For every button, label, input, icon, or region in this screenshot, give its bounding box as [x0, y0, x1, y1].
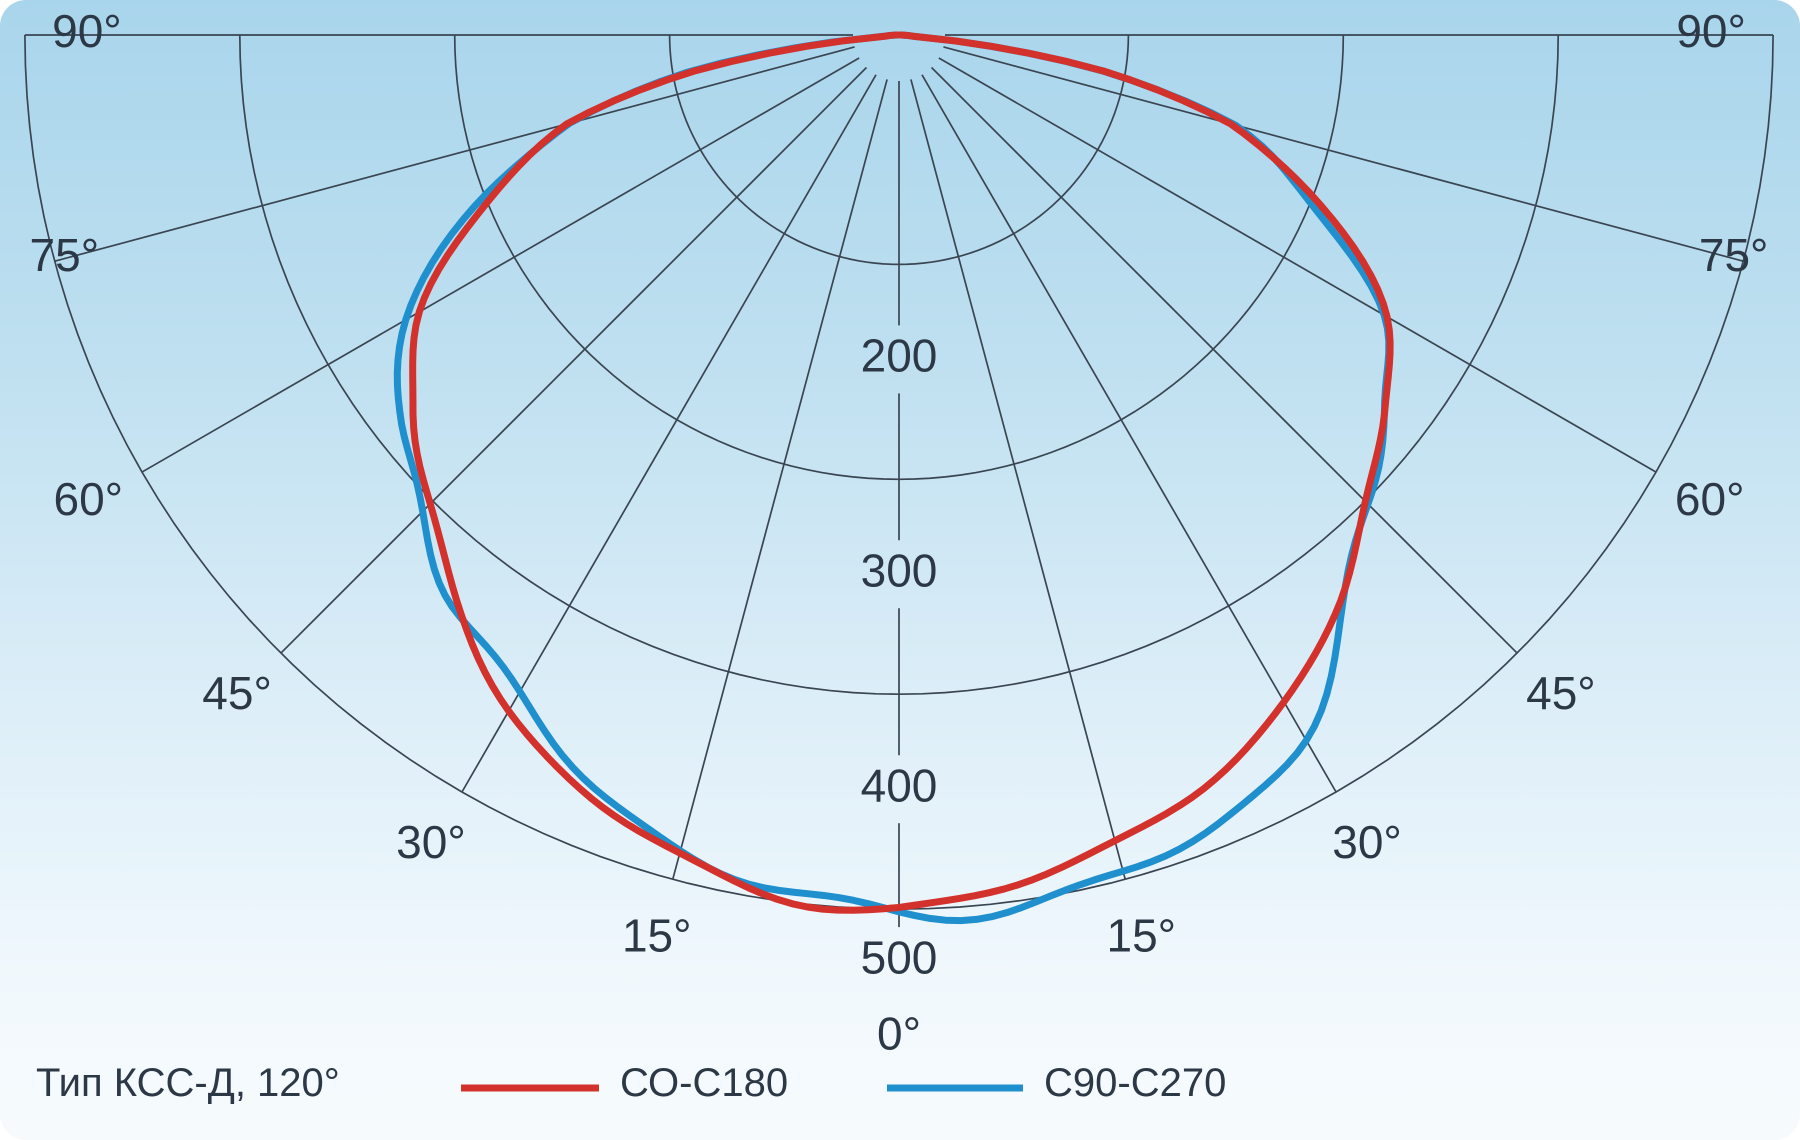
svg-text:500: 500 [861, 931, 938, 983]
svg-text:Тип КСС-Д, 120°: Тип КСС-Д, 120° [36, 1061, 340, 1105]
svg-text:300: 300 [861, 544, 938, 596]
svg-text:30°: 30° [396, 816, 466, 868]
svg-text:30°: 30° [1332, 816, 1402, 868]
svg-text:15°: 15° [1106, 909, 1176, 961]
svg-text:С90-С270: С90-С270 [1044, 1061, 1226, 1105]
svg-text:45°: 45° [1526, 667, 1596, 719]
svg-text:75°: 75° [1699, 229, 1769, 281]
svg-text:60°: 60° [1675, 473, 1745, 525]
svg-text:400: 400 [861, 759, 938, 811]
svg-text:200: 200 [861, 330, 938, 382]
svg-text:75°: 75° [30, 229, 100, 281]
svg-text:0°: 0° [877, 1007, 921, 1059]
svg-text:90°: 90° [52, 5, 122, 57]
svg-text:15°: 15° [622, 909, 692, 961]
svg-text:60°: 60° [54, 473, 124, 525]
svg-text:СО-С180: СО-С180 [620, 1061, 788, 1105]
svg-text:90°: 90° [1676, 5, 1746, 57]
svg-text:45°: 45° [202, 667, 272, 719]
